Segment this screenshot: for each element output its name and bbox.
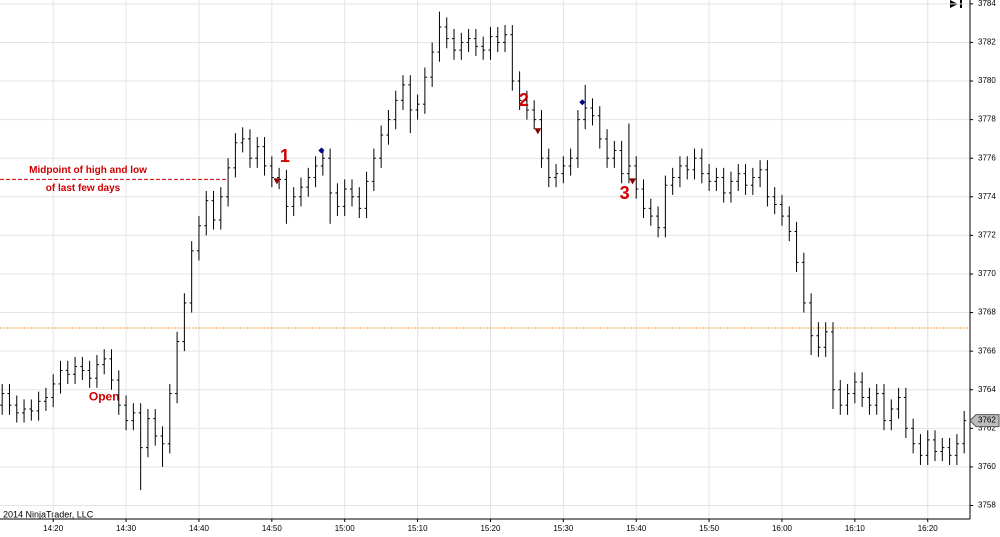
y-tick-label: 3768 (978, 308, 996, 317)
x-tick-label: 14:50 (262, 524, 283, 533)
y-tick-label: 3762 (978, 423, 996, 432)
midpoint-label: Midpoint of high and low (29, 165, 147, 176)
y-tick-label: 3760 (978, 462, 996, 471)
last-price-label: 3762 (978, 416, 996, 425)
y-tick-label: 3774 (978, 192, 996, 201)
signal-label: 1 (280, 146, 290, 166)
y-tick-label: 3782 (978, 38, 996, 47)
x-tick-label: 15:10 (408, 524, 429, 533)
last-price-tag (969, 414, 1000, 428)
y-tick-label: 3770 (978, 269, 996, 278)
copyright: 2014 NinjaTrader, LLC (3, 509, 94, 519)
y-tick-label: 3780 (978, 76, 996, 85)
y-tick-label: 3776 (978, 153, 996, 162)
y-tick-label: 3758 (978, 501, 996, 510)
x-tick-label: 15:40 (626, 524, 647, 533)
y-tick-label: 3772 (978, 230, 996, 239)
x-tick-label: 14:20 (43, 524, 64, 533)
open-label: Open (89, 390, 120, 404)
x-tick-label: 16:00 (772, 524, 793, 533)
signal-marker (534, 128, 542, 135)
y-tick-label: 3778 (978, 115, 996, 124)
signal-marker (273, 178, 281, 185)
x-tick-label: 15:50 (699, 524, 720, 533)
signal-label: 2 (519, 90, 529, 110)
signal-marker (629, 178, 637, 185)
midpoint-label: of last few days (46, 183, 121, 194)
x-tick-label: 14:40 (189, 524, 210, 533)
y-tick-label: 3764 (978, 385, 996, 394)
signal-label: 3 (620, 183, 630, 203)
y-tick-label: 3784 (978, 0, 996, 8)
x-tick-label: 16:20 (918, 524, 939, 533)
x-tick-label: 15:20 (480, 524, 501, 533)
x-tick-label: 16:10 (845, 524, 866, 533)
y-tick-label: 3766 (978, 346, 996, 355)
signal-dot (579, 99, 586, 106)
signal-dot (318, 147, 325, 154)
x-tick-label: 14:30 (116, 524, 137, 533)
x-tick-label: 15:30 (553, 524, 574, 533)
x-tick-label: 15:00 (335, 524, 356, 533)
